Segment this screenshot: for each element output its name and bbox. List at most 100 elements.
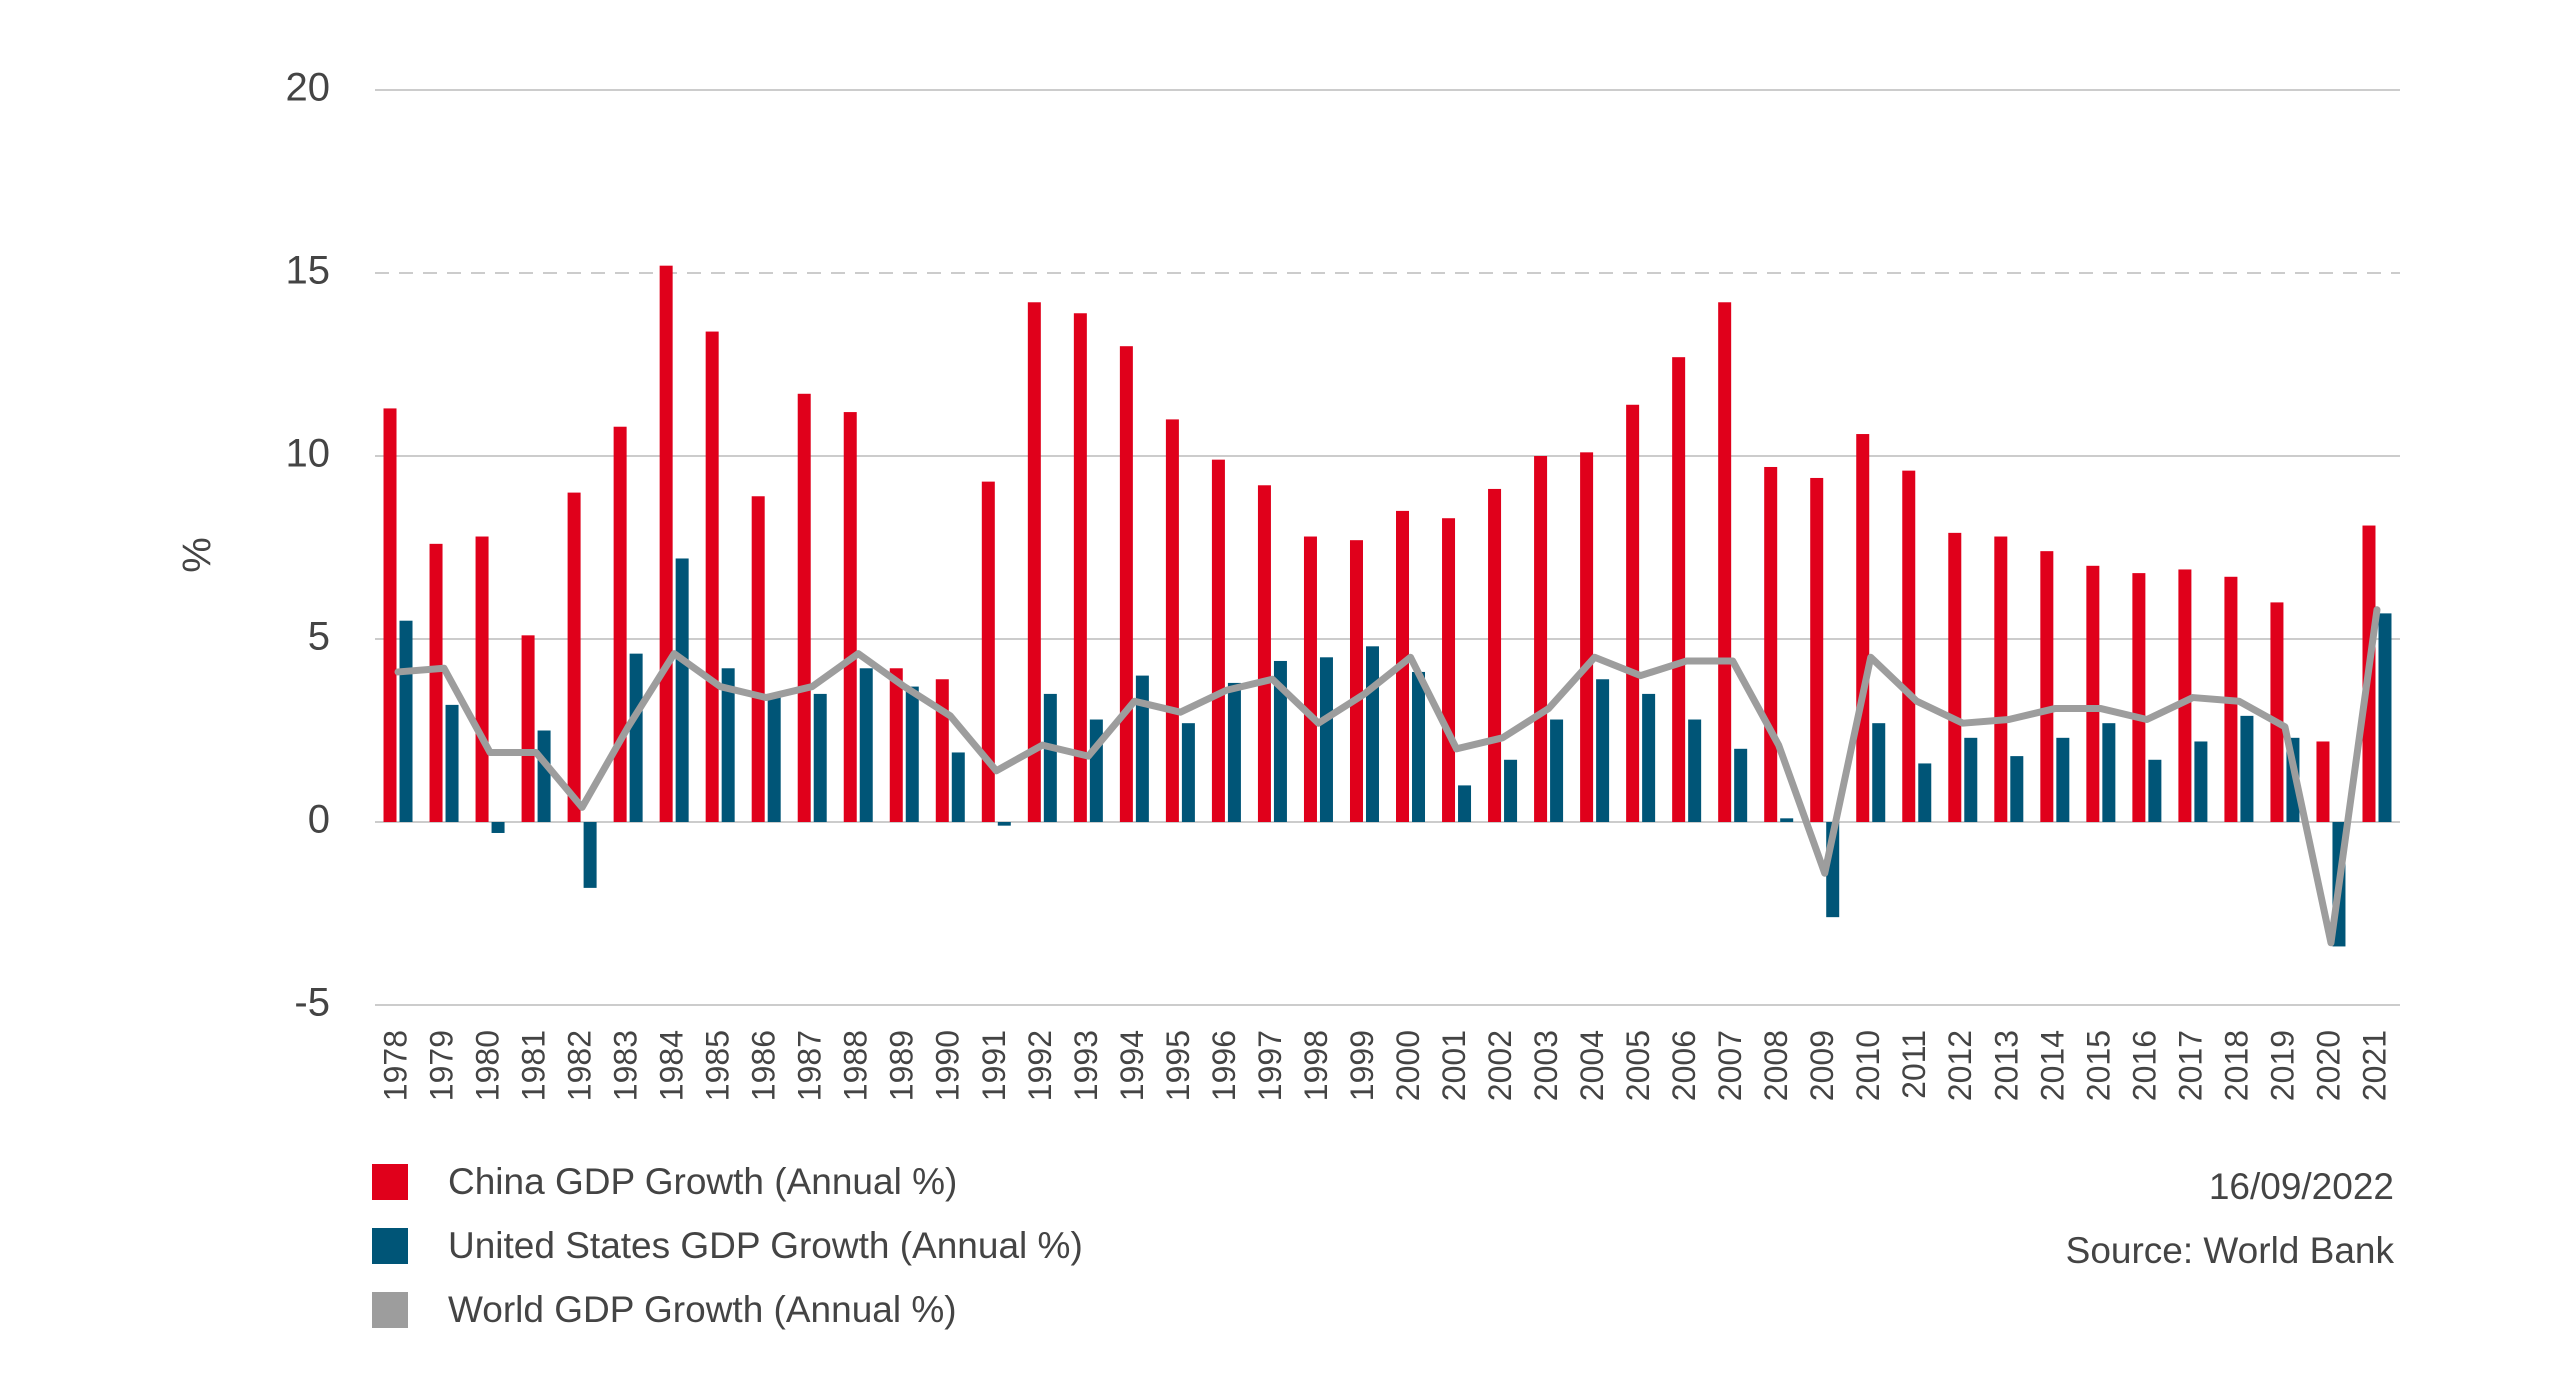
x-tick-label: 2001 [1436, 1030, 1472, 1101]
bar-us-1987 [813, 693, 827, 822]
bar-us-1993 [1089, 719, 1103, 822]
bar-us-1994 [1135, 675, 1149, 822]
bar-us-1997 [1273, 660, 1287, 822]
x-tick-label: 2017 [2172, 1030, 2208, 1101]
x-tick-label: 2006 [1666, 1030, 1702, 1101]
x-tick-label: 1994 [1114, 1030, 1150, 1101]
bar-china-2007 [1718, 302, 1732, 822]
bar-us-1978 [399, 620, 413, 822]
x-tick-label: 1997 [1252, 1030, 1288, 1101]
x-tick-label: 2010 [1850, 1030, 1886, 1101]
bar-china-2009 [1810, 477, 1824, 822]
x-tick-label: 2008 [1758, 1030, 1794, 1101]
bar-china-1993 [1073, 313, 1087, 822]
bar-china-2001 [1442, 518, 1456, 822]
bar-us-1991 [997, 822, 1011, 826]
bar-china-2006 [1672, 357, 1686, 822]
bar-china-2010 [1856, 434, 1870, 822]
x-tick-label: 1983 [608, 1030, 644, 1101]
x-tick-label: 2018 [2218, 1030, 2254, 1101]
bar-us-1983 [629, 653, 643, 822]
x-tick-label: 2011 [1896, 1030, 1932, 1099]
bars [383, 265, 2392, 947]
bar-china-1998 [1303, 536, 1317, 822]
legend-swatch-world [372, 1292, 408, 1328]
x-tick-label: 1992 [1022, 1030, 1058, 1101]
line-world [394, 606, 2381, 947]
bar-china-2017 [2178, 569, 2192, 822]
bar-us-1981 [537, 730, 551, 822]
bar-china-1996 [1211, 459, 1225, 822]
bar-us-2016 [2148, 759, 2162, 822]
x-tick-label: 2012 [1942, 1030, 1978, 1101]
x-tick-label: 2004 [1574, 1030, 1610, 1101]
bar-us-2007 [1734, 748, 1748, 822]
x-tick-label: 2021 [2356, 1030, 2392, 1101]
x-tick-label: 1984 [654, 1030, 690, 1101]
x-tick-label: 2015 [2080, 1030, 2116, 1101]
bar-us-2008 [1780, 818, 1794, 822]
bar-us-2002 [1504, 759, 1518, 822]
bar-us-1980 [491, 822, 505, 833]
x-tick-label: 1980 [470, 1030, 506, 1101]
x-tick-label: 1978 [377, 1030, 413, 1101]
bar-china-2019 [2270, 602, 2284, 822]
bar-china-2008 [1764, 466, 1778, 822]
y-tick-label: 20 [286, 66, 331, 110]
bar-china-1990 [935, 679, 949, 822]
grid-lines [375, 89, 2400, 1006]
bar-us-1995 [1181, 723, 1195, 822]
bar-china-1980 [475, 536, 489, 822]
bar-china-1979 [429, 543, 443, 822]
x-tick-label: 1989 [884, 1030, 920, 1101]
x-tick-label: 2007 [1712, 1030, 1748, 1101]
bar-us-1984 [675, 558, 689, 822]
x-tick-label: 1999 [1344, 1030, 1380, 1101]
bar-us-2004 [1596, 679, 1610, 822]
x-tick-label: 2009 [1804, 1030, 1840, 1101]
bar-china-2003 [1534, 456, 1548, 822]
bar-china-1988 [843, 412, 857, 822]
bar-us-2018 [2240, 715, 2254, 822]
y-tick-label: 10 [286, 432, 331, 476]
bar-us-2006 [1688, 719, 1702, 822]
chart-date: 16/09/2022 [2208, 1166, 2394, 1207]
x-tick-label: 1991 [976, 1030, 1012, 1101]
bar-us-1986 [767, 693, 781, 822]
bar-china-1989 [889, 668, 903, 822]
x-tick-label: 2000 [1390, 1030, 1426, 1101]
bar-china-1983 [613, 426, 627, 822]
bar-china-2016 [2132, 573, 2146, 822]
bar-china-1992 [1027, 302, 1041, 822]
bar-us-2015 [2102, 723, 2116, 822]
legend-label-world: World GDP Growth (Annual %) [448, 1289, 957, 1330]
x-tick-label: 2014 [2034, 1030, 2070, 1101]
bar-china-2020 [2316, 741, 2330, 822]
legend-item-world: World GDP Growth (Annual %) [372, 1278, 1083, 1342]
bar-us-2011 [1918, 763, 1932, 822]
bar-china-1981 [521, 635, 535, 822]
bar-us-2021 [2378, 613, 2392, 822]
bar-china-1995 [1165, 419, 1179, 822]
x-tick-label: 1996 [1206, 1030, 1242, 1101]
x-tick-label: 2002 [1482, 1030, 1518, 1101]
y-tick-label: 15 [286, 249, 331, 293]
bar-china-1997 [1257, 485, 1271, 822]
bar-china-2004 [1580, 452, 1594, 822]
x-tick-label: 2013 [1988, 1030, 2024, 1101]
bar-us-1989 [905, 686, 919, 822]
x-tick-label: 2016 [2126, 1030, 2162, 1101]
x-tick-label: 1986 [746, 1030, 782, 1101]
chart-meta: 16/09/2022 Source: World Bank [2066, 1155, 2394, 1283]
chart-source: Source: World Bank [2065, 1230, 2394, 1271]
bar-us-1979 [445, 704, 459, 822]
x-tick-label: 1982 [562, 1030, 598, 1101]
legend: China GDP Growth (Annual %) United State… [372, 1150, 1083, 1342]
y-tick-label: 0 [308, 798, 330, 842]
bar-china-1999 [1349, 540, 1363, 822]
bar-us-2005 [1642, 693, 1656, 822]
bar-us-1982 [583, 822, 597, 888]
bar-china-1984 [659, 265, 673, 822]
bar-us-2010 [1872, 723, 1886, 822]
